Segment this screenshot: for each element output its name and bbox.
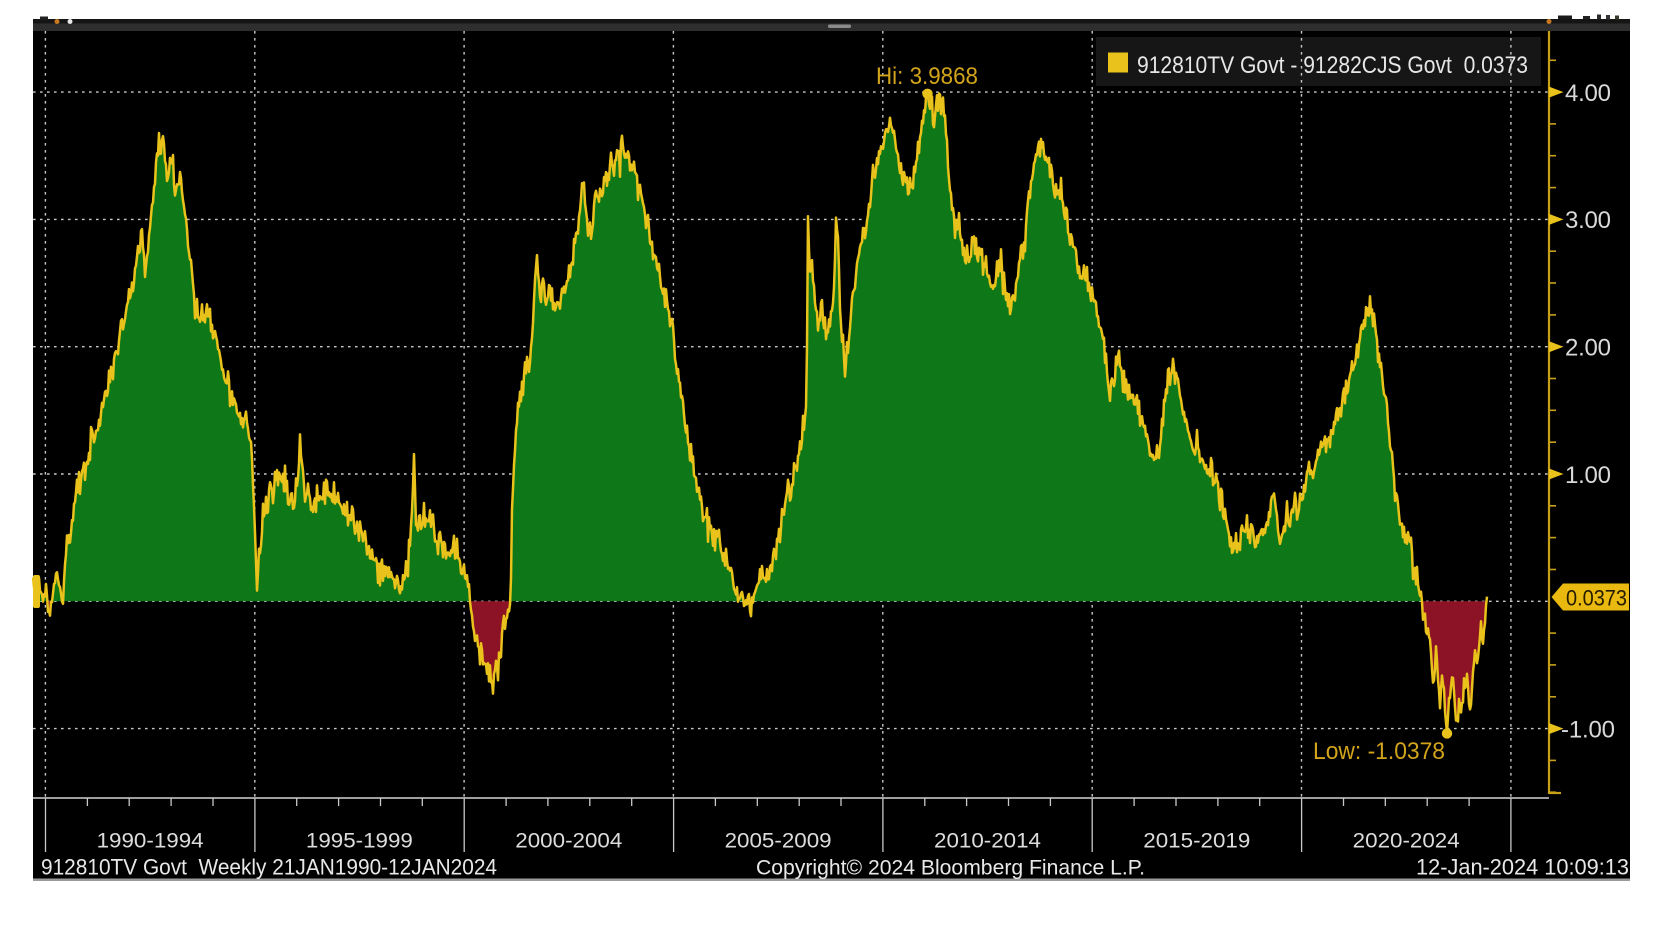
svg-text:1.00: 1.00 <box>1565 462 1611 489</box>
svg-text:12-Jan-2024 10:09:13: 12-Jan-2024 10:09:13 <box>1416 855 1629 880</box>
svg-text:912810TV Govt - 91282CJS Govt: 912810TV Govt - 91282CJS Govt 0.0373 <box>1137 52 1528 79</box>
svg-text:2015-2019: 2015-2019 <box>1143 830 1250 853</box>
svg-text:2000-2004: 2000-2004 <box>515 830 622 853</box>
svg-text:1990-1994: 1990-1994 <box>97 830 204 853</box>
svg-text:2005-2009: 2005-2009 <box>725 830 832 853</box>
svg-text:Copyright© 2024 Bloomberg Fina: Copyright© 2024 Bloomberg Finance L.P. <box>756 856 1145 880</box>
svg-text:2010-2014: 2010-2014 <box>934 830 1041 853</box>
svg-text:Low: -1.0378: Low: -1.0378 <box>1313 738 1445 765</box>
svg-text:4.00: 4.00 <box>1565 80 1611 107</box>
svg-text:0.0373: 0.0373 <box>1566 586 1627 611</box>
svg-text:3.00: 3.00 <box>1565 207 1611 234</box>
svg-text:2.00: 2.00 <box>1565 335 1611 362</box>
svg-text:Hi: 3.9868: Hi: 3.9868 <box>876 63 978 90</box>
svg-text:912810TV Govt Weekly 21JAN199: 912810TV Govt Weekly 21JAN1990-12JAN2024 <box>41 855 497 880</box>
svg-text:2020-2024: 2020-2024 <box>1353 830 1460 853</box>
svg-text:-1.00: -1.00 <box>1561 716 1615 743</box>
svg-text:1995-1999: 1995-1999 <box>306 830 413 853</box>
